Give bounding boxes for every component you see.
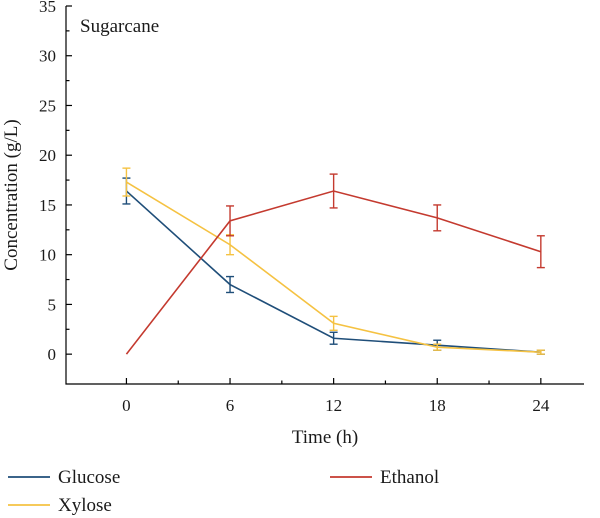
error-bar-xylose [433, 343, 442, 351]
x-tick-label: 18 [429, 396, 446, 415]
y-axis-title: Concentration (g/L) [1, 119, 22, 270]
error-bar-glucose [329, 331, 338, 345]
error-bar-ethanol [433, 204, 442, 232]
y-tick-label: 0 [48, 345, 57, 364]
x-tick-label: 6 [226, 396, 235, 415]
x-tick-label: 12 [325, 396, 342, 415]
error-bar-xylose [122, 167, 131, 197]
y-tick-label: 20 [39, 146, 56, 165]
x-axis-title: Time (h) [292, 427, 358, 448]
y-tick-label: 25 [39, 96, 56, 115]
error-bar-ethanol [536, 235, 545, 269]
legend: Glucose Xylose Ethanol [8, 467, 439, 516]
legend-item-xylose: Xylose [8, 495, 112, 516]
axis-frame [65, 6, 584, 385]
panel-label: Sugarcane [80, 16, 159, 37]
y-tick-label: 15 [39, 196, 56, 215]
y-tick-label: 5 [48, 295, 57, 314]
plot-series [122, 167, 545, 355]
legend-item-ethanol: Ethanol [330, 467, 439, 488]
x-tick-label: 0 [122, 396, 131, 415]
error-bar-ethanol [329, 173, 338, 209]
error-bar-glucose [226, 275, 235, 294]
legend-label: Glucose [58, 467, 120, 488]
legend-item-glucose: Glucose [8, 467, 120, 488]
axes: 0 5 10 15 20 25 30 35 0 6 12 18 24 [39, 0, 584, 415]
error-bar-xylose [329, 315, 338, 331]
y-tick-label: 10 [39, 246, 56, 265]
y-tick-label: 35 [39, 0, 56, 16]
error-bar-xylose [536, 349, 545, 355]
y-tick-label: 30 [39, 47, 56, 66]
x-tick-label: 24 [532, 396, 550, 415]
legend-label: Xylose [58, 495, 112, 516]
error-bar-ethanol [226, 205, 235, 237]
legend-label: Ethanol [380, 467, 439, 488]
